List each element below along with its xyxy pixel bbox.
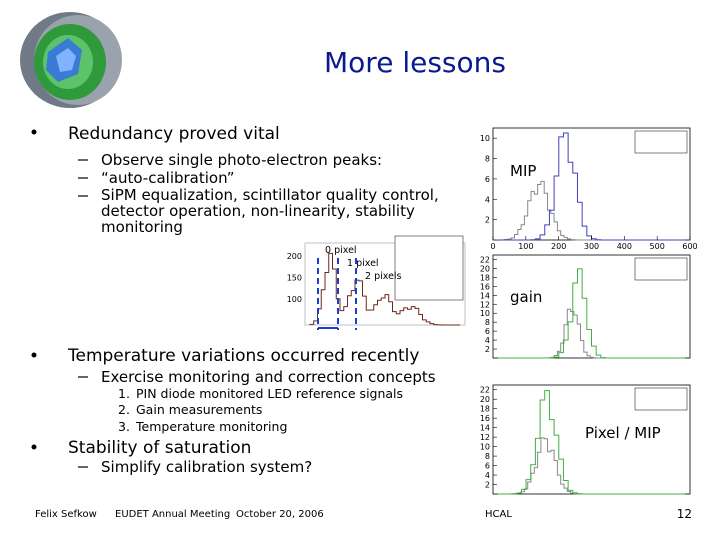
peak-label: 2 pixels: [365, 271, 402, 282]
sub-item: Observe single photo-electron peaks:: [101, 151, 382, 169]
footer-group: HCAL: [485, 509, 512, 520]
stats-box: [394, 235, 464, 301]
step-text: Gain measurements: [136, 402, 262, 417]
x-tick-label: 400: [617, 242, 632, 251]
y-tick-label: 2: [485, 481, 490, 490]
y-tick-label: 20: [480, 264, 490, 273]
plot-label: MIP: [510, 162, 536, 180]
step-number: 3.: [118, 419, 130, 434]
y-tick-label: 6: [485, 175, 490, 184]
histogram-shape: [309, 252, 460, 326]
y-tick-label: 20: [480, 395, 490, 404]
y-tick-label: 100: [287, 295, 302, 304]
histogram-shape: [498, 268, 685, 359]
bullet: [31, 352, 37, 358]
bullet-text: Temperature variations occurred recently: [67, 346, 419, 366]
y-tick-label: 14: [480, 424, 490, 433]
step-text: PIN diode monitored LED reference signal…: [136, 386, 403, 401]
x-tick-label: 0: [490, 242, 495, 251]
x-tick-label: 100: [518, 242, 533, 251]
sub-item: “auto-calibration”: [101, 169, 235, 187]
spectrum-figure: 200 150 100 0 pixel 1 pixel 2 pixels: [287, 235, 466, 330]
x-tick-label: 300: [584, 242, 599, 251]
sub-item: Simplify calibration system?: [101, 458, 312, 476]
step-number: 1.: [118, 386, 130, 401]
step-text: Temperature monitoring: [135, 419, 287, 434]
footer-author: Felix Sefkow: [35, 509, 97, 520]
y-tick-label: 4: [485, 195, 490, 204]
y-tick-label: 2: [485, 345, 490, 354]
y-tick-label: 8: [485, 155, 490, 164]
y-tick-label: 6: [485, 327, 490, 336]
footer-date: October 20, 2006: [236, 509, 324, 520]
sub-item: Exercise monitoring and correction conce…: [101, 368, 436, 386]
y-tick-label: 22: [480, 255, 490, 264]
peak-label: 1 pixel: [347, 258, 379, 269]
y-tick-label: 12: [480, 300, 490, 309]
y-tick-label: 8: [485, 318, 490, 327]
histogram-shape: [497, 180, 630, 241]
detector-logo: [20, 12, 122, 108]
y-tick-label: 200: [287, 252, 302, 261]
y-tick-label: 8: [485, 452, 490, 461]
y-tick-label: 18: [480, 405, 490, 414]
y-tick-label: 10: [480, 309, 490, 318]
dashes: [78, 159, 88, 468]
bullet-text: Stability of saturation: [68, 438, 251, 458]
footer-event: EUDET Annual Meeting: [115, 509, 230, 520]
sub-item: SiPM equalization, scintillator quality …: [101, 187, 439, 236]
stats-box: [634, 257, 688, 281]
bullet-text: Redundancy proved vital: [68, 124, 280, 144]
stats-box: [634, 387, 688, 411]
sub-item-box: SiPM equalization, scintillator quality …: [101, 187, 439, 236]
bullet: [31, 444, 37, 450]
y-tick-label: 16: [480, 282, 490, 291]
bullet: [31, 129, 37, 135]
y-tick-label: 16: [480, 414, 490, 423]
plot-label: gain: [510, 288, 542, 306]
y-tick-label: 22: [480, 386, 490, 395]
stats-box: [634, 130, 688, 154]
histogram-shape: [498, 132, 685, 241]
y-tick-label: 4: [485, 336, 490, 345]
plot-label: Pixel / MIP: [585, 424, 661, 442]
page-number: 12: [677, 507, 692, 521]
y-tick-label: 12: [480, 433, 490, 442]
y-tick-label: 10: [480, 443, 490, 452]
y-tick-label: 6: [485, 462, 490, 471]
title: More lessons: [324, 46, 506, 79]
x-tick-label: 200: [551, 242, 566, 251]
y-tick-label: 4: [485, 471, 490, 480]
plot: 10 8 6 4 2 0 100 200 300 400 500 600 MIP: [480, 127, 698, 251]
x-tick-label: 600: [682, 242, 697, 251]
step-number: 2.: [118, 402, 130, 417]
peak-label: 0 pixel: [325, 245, 357, 256]
y-tick-label: 10: [480, 134, 490, 143]
x-tick-label: 500: [650, 242, 665, 251]
y-tick-label: 2: [485, 216, 490, 225]
y-tick-label: 150: [287, 274, 302, 283]
histogram-shape: [498, 390, 685, 495]
y-tick-label: 18: [480, 273, 490, 282]
y-tick-label: 14: [480, 291, 490, 300]
